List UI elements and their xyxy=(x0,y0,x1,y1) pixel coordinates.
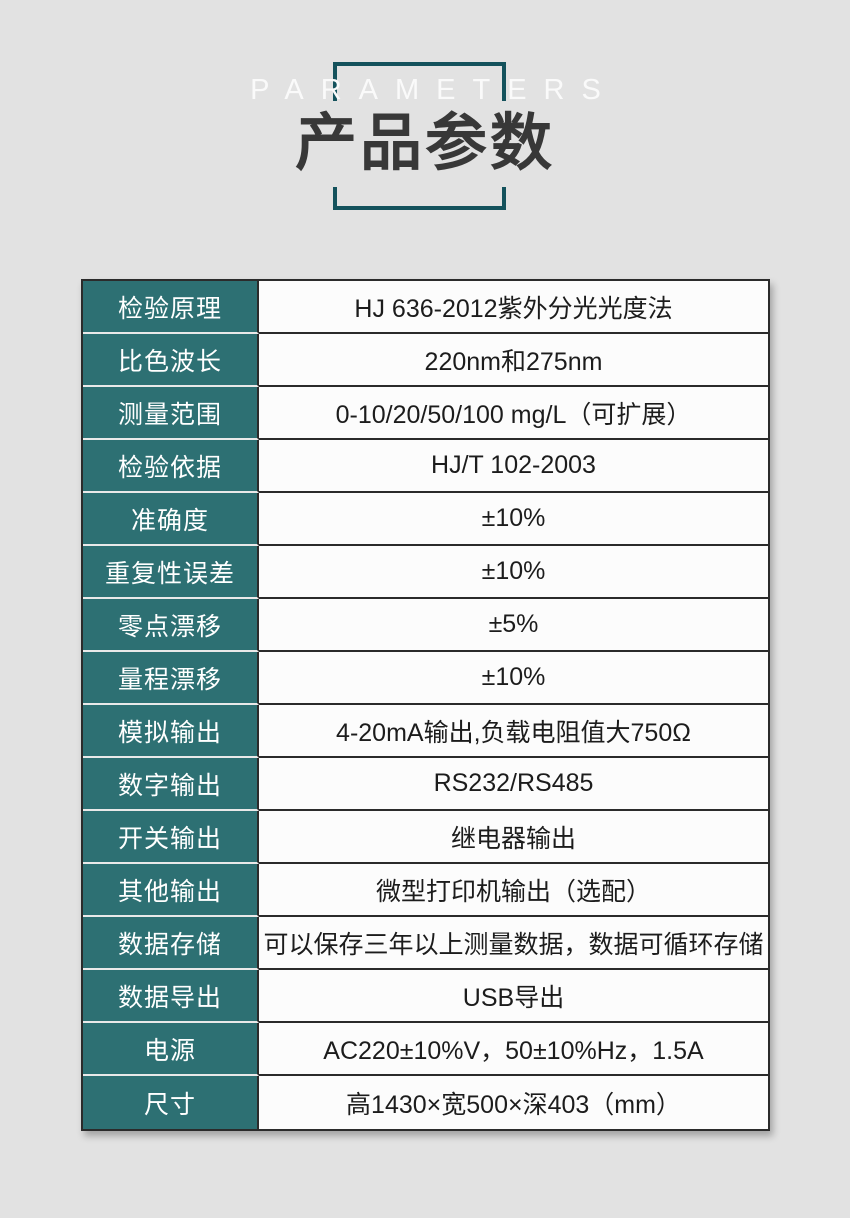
param-value-cell: RS232/RS485 xyxy=(259,758,768,811)
param-name-cell: 模拟输出 xyxy=(83,705,259,758)
table-row: 量程漂移 ±10% xyxy=(83,652,768,705)
param-name-cell: 尺寸 xyxy=(83,1076,259,1129)
param-value-cell: 微型打印机输出（选配） xyxy=(259,864,768,917)
table-row: 开关输出 继电器输出 xyxy=(83,811,768,864)
table-row: 数字输出 RS232/RS485 xyxy=(83,758,768,811)
param-name-cell: 测量范围 xyxy=(83,387,259,440)
table-row: 零点漂移 ±5% xyxy=(83,599,768,652)
param-name-cell: 电源 xyxy=(83,1023,259,1076)
table-row: 其他输出 微型打印机输出（选配） xyxy=(83,864,768,917)
param-value-cell: USB导出 xyxy=(259,970,768,1023)
param-value-cell: 高1430×宽500×深403（mm） xyxy=(259,1076,768,1129)
table-row: 比色波长 220nm和275nm xyxy=(83,334,768,387)
page-title: 产品参数 xyxy=(278,101,571,187)
table-row: 准确度 ±10% xyxy=(83,493,768,546)
table-row: 重复性误差 ±10% xyxy=(83,546,768,599)
param-value-cell: 可以保存三年以上测量数据，数据可循环存储 xyxy=(259,917,768,970)
spec-table: 检验原理 HJ 636-2012紫外分光光度法 比色波长 220nm和275nm… xyxy=(81,279,770,1131)
param-value-cell: 4-20mA输出,负载电阻值大750Ω xyxy=(259,705,768,758)
param-value-cell: HJ/T 102-2003 xyxy=(259,440,768,493)
eyebrow-text: PARAMETERS xyxy=(250,74,618,106)
param-name-cell: 准确度 xyxy=(83,493,259,546)
param-value-cell: 0-10/20/50/100 mg/L（可扩展） xyxy=(259,387,768,440)
param-value-cell: HJ 636-2012紫外分光光度法 xyxy=(259,281,768,334)
page-title-wrap: 产品参数 xyxy=(0,101,850,187)
table-row: 数据存储 可以保存三年以上测量数据，数据可循环存储 xyxy=(83,917,768,970)
param-name-cell: 比色波长 xyxy=(83,334,259,387)
param-name-cell: 检验原理 xyxy=(83,281,259,334)
param-name-cell: 数据存储 xyxy=(83,917,259,970)
param-value-cell: ±10% xyxy=(259,493,768,546)
param-name-cell: 零点漂移 xyxy=(83,599,259,652)
table-row: 尺寸 高1430×宽500×深403（mm） xyxy=(83,1076,768,1129)
param-name-cell: 重复性误差 xyxy=(83,546,259,599)
param-value-cell: AC220±10%V，50±10%Hz，1.5A xyxy=(259,1023,768,1076)
param-name-cell: 检验依据 xyxy=(83,440,259,493)
param-name-cell: 量程漂移 xyxy=(83,652,259,705)
table-row: 模拟输出 4-20mA输出,负载电阻值大750Ω xyxy=(83,705,768,758)
table-row: 数据导出 USB导出 xyxy=(83,970,768,1023)
param-value-cell: ±10% xyxy=(259,546,768,599)
param-name-cell: 数据导出 xyxy=(83,970,259,1023)
param-name-cell: 其他输出 xyxy=(83,864,259,917)
param-value-cell: 220nm和275nm xyxy=(259,334,768,387)
param-name-cell: 数字输出 xyxy=(83,758,259,811)
table-row: 测量范围 0-10/20/50/100 mg/L（可扩展） xyxy=(83,387,768,440)
table-row: 电源 AC220±10%V，50±10%Hz，1.5A xyxy=(83,1023,768,1076)
table-row: 检验依据 HJ/T 102-2003 xyxy=(83,440,768,493)
table-row: 检验原理 HJ 636-2012紫外分光光度法 xyxy=(83,281,768,334)
param-value-cell: 继电器输出 xyxy=(259,811,768,864)
param-value-cell: ±5% xyxy=(259,599,768,652)
param-name-cell: 开关输出 xyxy=(83,811,259,864)
param-value-cell: ±10% xyxy=(259,652,768,705)
